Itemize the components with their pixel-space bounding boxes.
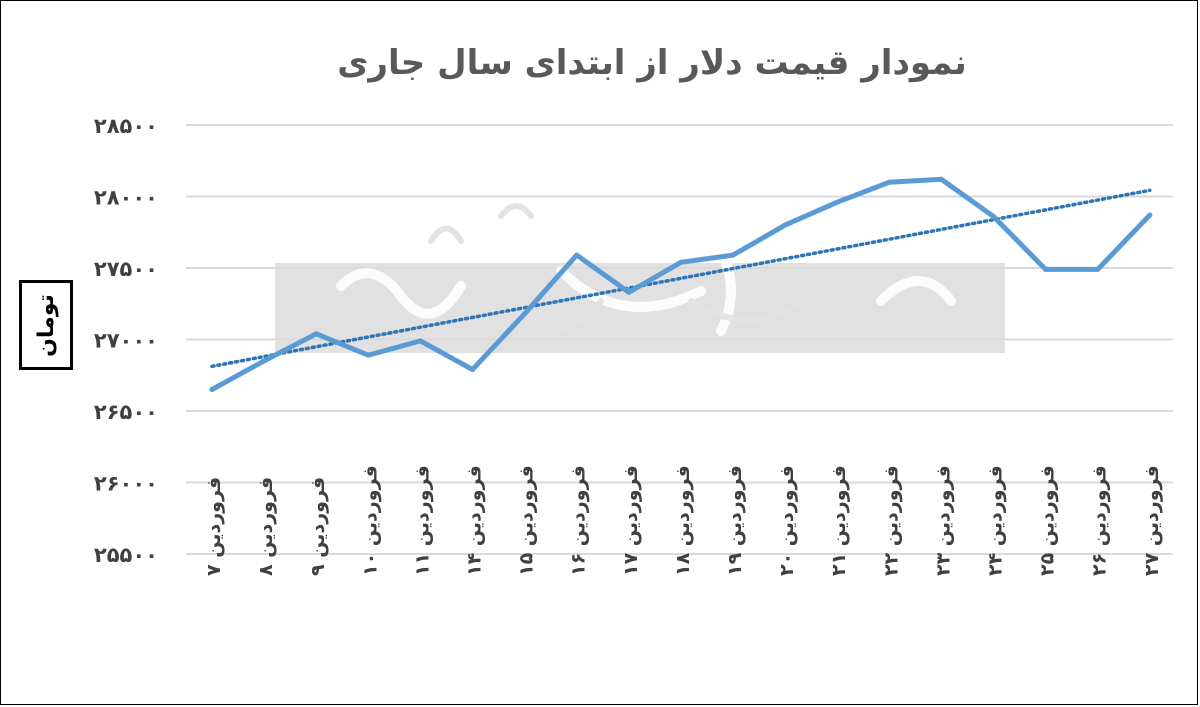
y-tick-label: ۲۸۰۰۰ <box>94 186 158 210</box>
x-tick-label: فروردین ۲۱ <box>828 465 850 576</box>
data-point <box>1095 266 1101 272</box>
x-tick-label: فروردین ۷ <box>203 477 225 576</box>
data-point <box>678 259 684 265</box>
y-tick-label: ۲۶۵۰۰ <box>94 400 158 424</box>
data-point <box>522 311 528 317</box>
x-tick-label: فروردین ۱۴ <box>464 465 486 576</box>
x-tick-label: فروردین ۲۶ <box>1089 465 1111 576</box>
data-point <box>938 176 944 182</box>
y-tick-label: ۲۵۵۰۰ <box>94 543 158 567</box>
y-tick-label: ۲۷۰۰۰ <box>94 329 158 353</box>
x-tick-label: فروردین ۱۱ <box>411 465 433 576</box>
x-tick-label: فروردین ۱۶ <box>568 465 590 576</box>
x-tick-label: فروردین ۱۸ <box>672 465 694 576</box>
y-axis-label: تومان <box>33 293 59 357</box>
data-point <box>1147 212 1153 218</box>
x-tick-label: فروردین ۲۷ <box>1141 465 1163 576</box>
data-point <box>1043 266 1049 272</box>
data-point <box>834 199 840 205</box>
chart-title: نمودار قیمت دلار از ابتدای سال جاری <box>337 43 967 83</box>
x-tick-label: فروردین ۲۳ <box>932 465 954 576</box>
data-point <box>470 367 475 373</box>
x-tick-label: فروردین ۲۴ <box>985 465 1007 576</box>
x-tick-label: فروردین ۲۲ <box>880 465 902 576</box>
x-axis-tick-labels: فروردین ۷ فروردین ۸ فروردین ۹ فروردین ۱۰ فرو… <box>203 465 1163 576</box>
x-tick-label: فروردین ۲۵ <box>1037 465 1059 576</box>
data-point <box>886 179 892 185</box>
x-tick-label: فروردین ۸ <box>255 477 277 576</box>
x-tick-label: فروردین ۲۰ <box>776 465 798 576</box>
series-layer <box>209 176 1153 393</box>
data-point <box>313 331 319 337</box>
data-point <box>782 222 788 228</box>
data-point <box>626 289 632 295</box>
x-tick-label: فروردین ۱۹ <box>724 465 746 576</box>
data-point <box>209 387 215 393</box>
y-tick-label: ۲۸۵۰۰ <box>94 114 158 138</box>
x-tick-label: فروردین ۱۰ <box>359 465 381 576</box>
y-axis-tick-labels: ۲۵۵۰۰ ۲۶۰۰۰ ۲۶۵۰۰ ۲۷۰۰۰ ۲۷۵۰۰ ۲۸۰۰۰ ۲۸۵۰۰ <box>94 114 158 567</box>
data-point <box>417 338 423 344</box>
x-tick-label: فروردین ۱۷ <box>620 465 642 576</box>
data-point <box>261 358 267 364</box>
data-point <box>365 352 371 358</box>
y-axis-label-box: تومان <box>19 280 73 370</box>
x-tick-label: فروردین ۱۵ <box>516 465 538 576</box>
data-point <box>574 252 580 258</box>
watermark <box>275 203 1005 376</box>
watermark-logo-detail <box>428 203 814 336</box>
data-point <box>991 214 996 220</box>
y-tick-label: ۲۷۵۰۰ <box>94 257 158 281</box>
y-tick-label: ۲۶۰۰۰ <box>94 472 158 496</box>
x-tick-label: فروردین ۹ <box>307 477 329 576</box>
data-point <box>730 252 736 258</box>
